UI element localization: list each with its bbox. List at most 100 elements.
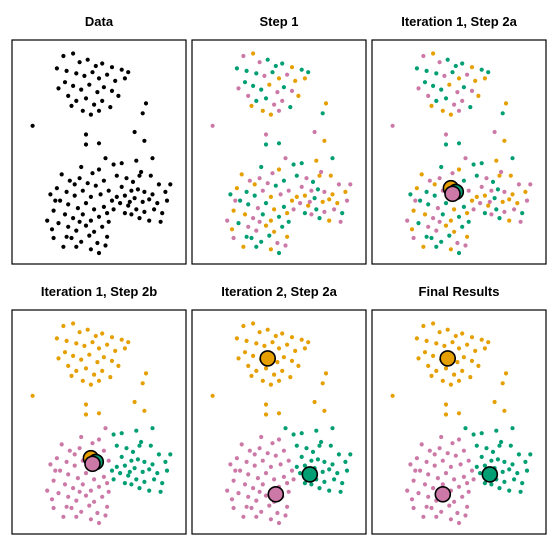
data-point: [302, 481, 307, 486]
data-point: [254, 98, 259, 103]
data-point: [500, 469, 505, 474]
data-point: [210, 393, 215, 398]
data-point: [164, 198, 170, 203]
data-point: [317, 486, 322, 491]
data-point: [255, 206, 260, 211]
panel-6: Final Results: [371, 284, 547, 535]
data-point: [225, 488, 230, 493]
data-point: [452, 102, 457, 107]
data-point: [48, 462, 53, 467]
data-point: [257, 446, 262, 451]
data-point: [72, 182, 77, 187]
data-point: [137, 216, 142, 221]
data-point: [132, 196, 137, 201]
data-point: [61, 323, 66, 329]
data-point: [164, 468, 170, 473]
data-point: [83, 132, 89, 137]
data-point: [296, 93, 301, 98]
data-point: [265, 57, 270, 62]
data-point: [434, 71, 439, 76]
data-point: [74, 341, 79, 346]
data-point: [267, 82, 272, 87]
data-point: [424, 504, 429, 509]
data-point: [251, 216, 256, 221]
data-point: [114, 443, 119, 448]
data-point: [456, 411, 462, 416]
data-point: [147, 488, 152, 493]
data-point: [278, 192, 283, 197]
data-point: [67, 448, 72, 453]
data-point: [411, 478, 416, 483]
data-point: [168, 452, 173, 457]
data-point: [431, 216, 436, 221]
data-point: [126, 70, 131, 75]
data-point: [511, 477, 517, 482]
data-point: [118, 201, 123, 206]
data-point: [486, 203, 491, 208]
data-point: [236, 356, 241, 361]
data-point: [434, 228, 439, 233]
data-point: [54, 186, 60, 191]
data-point: [275, 90, 280, 95]
data-point: [260, 378, 265, 383]
data-point: [431, 83, 436, 88]
data-point: [338, 489, 343, 494]
data-point: [77, 489, 82, 494]
data-point: [106, 489, 111, 494]
data-point: [83, 223, 89, 228]
data-point: [452, 229, 457, 234]
data-point: [95, 240, 100, 246]
data-point: [315, 457, 320, 462]
data-point: [137, 173, 142, 178]
data-point: [524, 468, 530, 473]
data-point: [130, 449, 136, 454]
data-point: [92, 372, 97, 377]
data-point: [260, 212, 265, 217]
data-point: [482, 346, 487, 351]
data-point: [422, 80, 428, 85]
data-point: [96, 250, 102, 256]
data-point: [254, 244, 259, 249]
panel-5: Iteration 2, Step 2a: [191, 284, 367, 535]
data-point: [244, 189, 249, 194]
data-point: [268, 112, 273, 117]
data-point: [422, 350, 428, 355]
data-point: [275, 360, 280, 365]
data-point: [90, 171, 95, 176]
data-point: [419, 172, 424, 177]
data-point: [479, 184, 484, 189]
data-point: [111, 162, 116, 167]
data-point: [281, 85, 286, 90]
data-point: [270, 70, 275, 75]
data-point: [471, 477, 476, 482]
data-point: [489, 482, 494, 487]
data-point: [119, 161, 124, 166]
data-point: [64, 234, 69, 239]
data-point: [294, 443, 299, 448]
data-point: [320, 381, 325, 386]
data-point: [127, 469, 132, 474]
data-point: [445, 451, 450, 456]
data-point: [74, 498, 79, 503]
data-point: [109, 335, 115, 340]
data-point: [225, 218, 230, 223]
data-point: [439, 434, 444, 440]
data-point: [468, 105, 473, 110]
data-point: [431, 321, 436, 326]
data-point: [80, 108, 85, 113]
data-point: [80, 378, 85, 383]
data-point: [241, 323, 246, 329]
data-point: [257, 176, 262, 181]
data-point: [411, 208, 416, 213]
data-point: [309, 212, 314, 217]
data-point: [96, 141, 102, 146]
data-point: [98, 192, 103, 197]
data-point: [465, 481, 470, 486]
data-point: [62, 80, 68, 85]
centroid-cluster-2: [434, 485, 452, 503]
data-point: [74, 71, 79, 76]
data-point: [122, 211, 127, 216]
data-point: [51, 235, 56, 241]
data-point: [88, 218, 93, 223]
data-point: [507, 197, 512, 202]
